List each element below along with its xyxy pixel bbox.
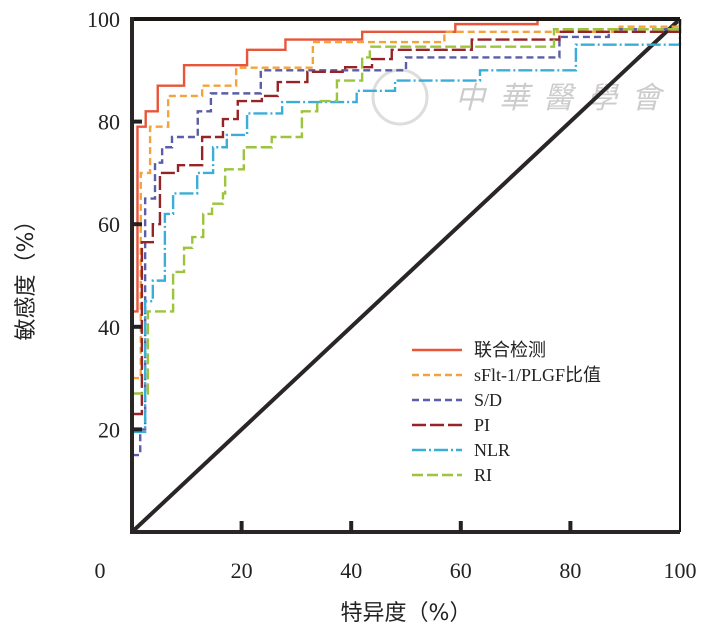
diagonal-reference-line (130, 17, 682, 534)
legend-label-5: RI (474, 465, 492, 485)
y-tick-label: 80 (98, 110, 120, 135)
y-tick-label: 40 (98, 315, 120, 340)
legend-label-0: 联合检测 (474, 340, 546, 360)
legend-label-3: PI (474, 415, 490, 435)
series-line-3 (132, 19, 682, 416)
y-tick-label: 20 (98, 417, 120, 442)
x-axis-title: 特异度（%） (341, 601, 472, 626)
x-tick-label: 100 (664, 558, 697, 583)
x-tick-label: 40 (340, 558, 362, 583)
x-tick-label: 0 (95, 558, 106, 583)
x-tick-label: 80 (559, 558, 581, 583)
x-tick-label: 60 (450, 558, 472, 583)
y-axis-title: 敏感度（%） (14, 210, 39, 341)
watermark-text: 中華醫學會 (455, 81, 675, 116)
legend-label-4: NLR (474, 440, 510, 460)
x-tick-label: 20 (231, 558, 253, 583)
series-line-4 (132, 19, 682, 434)
series-line-5 (132, 19, 682, 395)
series-line-1 (132, 19, 682, 380)
legend-label-1: sFlt-1/PLGF比值 (474, 365, 601, 385)
series-line-0 (132, 17, 680, 313)
y-tick-label: 100 (87, 7, 120, 32)
watermark-seal-icon (371, 68, 429, 126)
legend-label-2: S/D (474, 390, 502, 410)
y-tick-label: 60 (98, 212, 120, 237)
